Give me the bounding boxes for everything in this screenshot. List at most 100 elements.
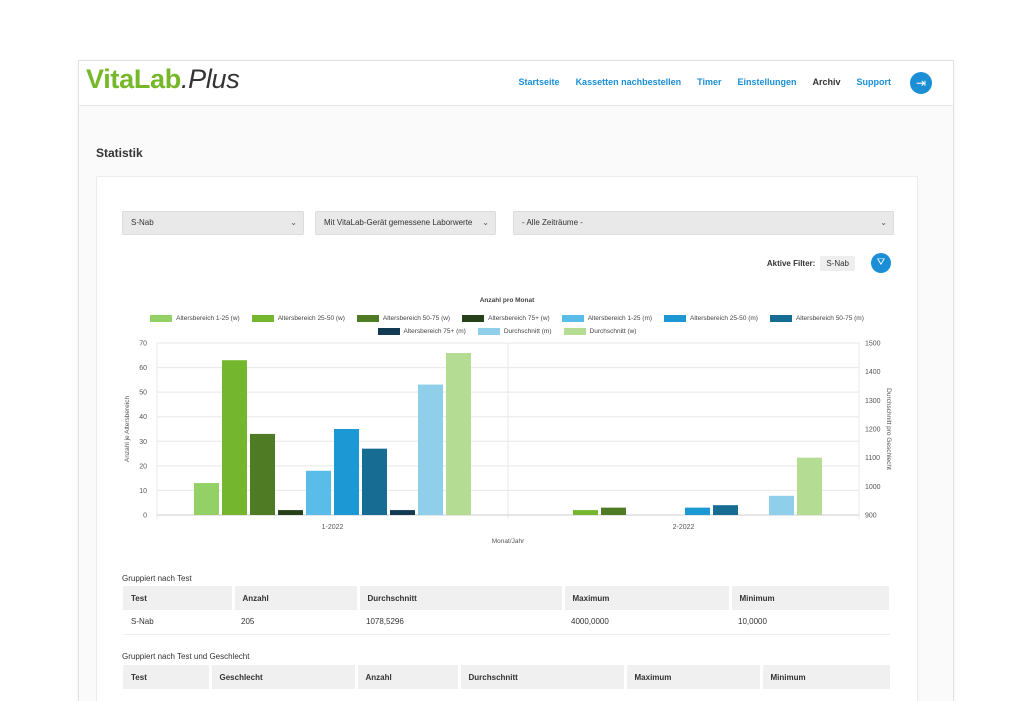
legend-label: Altersbereich 1-25 (m): [587, 315, 653, 322]
legend-swatch: [563, 328, 586, 335]
table-cell: 4000,0000: [563, 610, 730, 635]
nav-kassetten[interactable]: Kassetten nachbestellen: [575, 77, 682, 87]
table-header-cell[interactable]: Maximum: [563, 586, 732, 610]
active-filters: Aktive Filter: S-Nab ⛛: [767, 253, 891, 273]
nav-startseite[interactable]: Startseite: [518, 77, 560, 87]
nav-support[interactable]: Support: [856, 77, 892, 87]
table-by-test-gender: Test Geschlecht Anzahl Durchschnitt Maximum M…: [123, 665, 893, 689]
legend-item[interactable]: Durchschnitt (m): [477, 328, 552, 335]
nav-einstellungen[interactable]: Einstellungen: [737, 77, 797, 87]
bar: [713, 505, 738, 515]
bar: [222, 360, 247, 515]
y-tick-label: 10: [139, 488, 147, 495]
logo[interactable]: VitaLab.Plus: [86, 64, 240, 94]
legend-label: Altersbereich 50-75 (m): [795, 315, 864, 322]
bar: [362, 448, 387, 515]
table-header-cell[interactable]: Maximum: [625, 665, 763, 689]
y2-axis-title: Durchschnitt pro Geschlecht: [885, 388, 892, 470]
nav-archiv[interactable]: Archiv: [812, 77, 841, 87]
legend-label: Altersbereich 75+ (m): [403, 328, 466, 335]
y-tick-label: 0: [143, 513, 147, 520]
main-nav: Startseite Kassetten nachbestellen Timer…: [503, 77, 891, 87]
chart-title: Anzahl pro Monat: [479, 297, 535, 304]
legend-swatch: [561, 315, 584, 322]
table-header-cell[interactable]: Anzahl: [356, 665, 461, 689]
legend-item[interactable]: Altersbereich 1-25 (m): [561, 315, 653, 322]
chart-legend-row2: Altersbereich 75+ (m) Durchschnitt (m) Dur…: [97, 328, 917, 335]
legend-label: Altersbereich 25-50 (m): [690, 315, 758, 322]
bar: [418, 384, 443, 515]
chevron-down-icon: ⌄: [480, 212, 489, 234]
bar: [573, 510, 598, 515]
legend-item[interactable]: Altersbereich 75+ (m): [377, 328, 466, 335]
y-tick-label: 70: [139, 341, 147, 348]
nav-timer[interactable]: Timer: [697, 77, 722, 87]
x-tick-label: 2-2022: [673, 524, 695, 531]
y-tick-label: 30: [139, 439, 147, 446]
legend-swatch: [150, 315, 173, 322]
bar-chart: 0 10 20 30 40 50 60 70 900 1000 1100 1200 1300 1400 15…: [124, 341, 892, 546]
active-filter-label: Aktive Filter:: [766, 258, 816, 268]
y-axis-title: Anzahl je Altersbereich: [124, 396, 131, 463]
table1-label: Gruppiert nach Test: [122, 574, 192, 583]
legend-swatch: [251, 315, 274, 322]
bar: [250, 433, 275, 515]
table-cell: 205: [233, 610, 358, 635]
legend-swatch: [477, 328, 500, 335]
y-tick-label: 60: [139, 365, 147, 372]
table-header-cell[interactable]: Anzahl: [233, 586, 360, 610]
legend-item[interactable]: Durchschnitt (w): [563, 328, 637, 335]
table-cell: S-Nab: [123, 610, 233, 635]
legend-label: Durchschnitt (m): [503, 328, 552, 335]
legend-label: Altersbereich 25-50 (w): [277, 315, 345, 322]
table-header-cell[interactable]: Test: [123, 586, 235, 610]
legend-label: Durchschnitt (w): [589, 328, 637, 335]
table-by-test: Test Anzahl Durchschnitt Maximum Minimum S-N…: [123, 586, 892, 635]
legend-swatch: [377, 328, 400, 335]
test-select[interactable]: S-Nab ⌄: [122, 211, 304, 235]
bar: [306, 470, 331, 515]
logout-icon[interactable]: ⇥: [910, 72, 932, 94]
bar: [334, 429, 359, 515]
legend-label: Altersbereich 1-25 (w): [176, 315, 240, 322]
table-header-cell[interactable]: Minimum: [761, 665, 893, 689]
period-select[interactable]: - Alle Zeiträume - ⌄: [513, 211, 894, 235]
legend-label: Altersbereich 50-75 (w): [382, 315, 451, 322]
source-select[interactable]: Mit VitaLab-Gerät gemessene Laborwerte ⌄: [315, 211, 496, 235]
y-tick-label: 20: [139, 463, 147, 470]
legend-item[interactable]: Altersbereich 25-50 (w): [251, 315, 345, 322]
table-header-cell[interactable]: Durchschnitt: [459, 665, 627, 689]
y-tick-label: 40: [139, 414, 147, 421]
legend-swatch: [462, 315, 485, 322]
legend-item[interactable]: Altersbereich 50-75 (m): [769, 315, 864, 322]
table2-label: Gruppiert nach Test und Geschlecht: [122, 652, 250, 661]
legend-swatch: [664, 315, 687, 322]
filter-reset-icon[interactable]: ⛛: [871, 253, 891, 273]
table-header-cell[interactable]: Minimum: [730, 586, 892, 610]
top-header: VitaLab.Plus Startseite Kassetten nachbe…: [79, 61, 953, 106]
x-axis-title: Monat/Jahr: [492, 538, 525, 545]
bar: [194, 483, 219, 515]
statistics-panel: S-Nab ⌄ Mit VitaLab-Gerät gemessene Labor…: [96, 176, 918, 701]
table-header-cell[interactable]: Test: [123, 665, 212, 689]
bar: [797, 457, 822, 515]
legend-item[interactable]: Altersbereich 1-25 (w): [150, 315, 240, 322]
legend-label: Altersbereich 75+ (w): [488, 315, 550, 322]
app-window: VitaLab.Plus Startseite Kassetten nachbe…: [78, 60, 954, 701]
chevron-down-icon: ⌄: [290, 218, 297, 227]
table-cell: 10,0000: [730, 610, 890, 635]
y2-tick-label: 1400: [865, 369, 881, 376]
y-tick-label: 50: [139, 390, 147, 397]
bar: [601, 507, 626, 515]
legend-item[interactable]: Altersbereich 75+ (w): [462, 315, 550, 322]
y2-tick-label: 1200: [865, 427, 881, 434]
table-header-cell[interactable]: Geschlecht: [210, 665, 358, 689]
bar: [278, 510, 303, 515]
table-header-cell[interactable]: Durchschnitt: [358, 586, 565, 610]
y2-tick-label: 900: [865, 513, 877, 520]
table-row: S-Nab 205 1078,5296 4000,0000 10,0000: [123, 610, 890, 635]
legend-item[interactable]: Altersbereich 50-75 (w): [356, 315, 451, 322]
table-cell: 1078,5296: [358, 610, 563, 635]
bar: [769, 495, 794, 515]
legend-item[interactable]: Altersbereich 25-50 (m): [664, 315, 758, 322]
